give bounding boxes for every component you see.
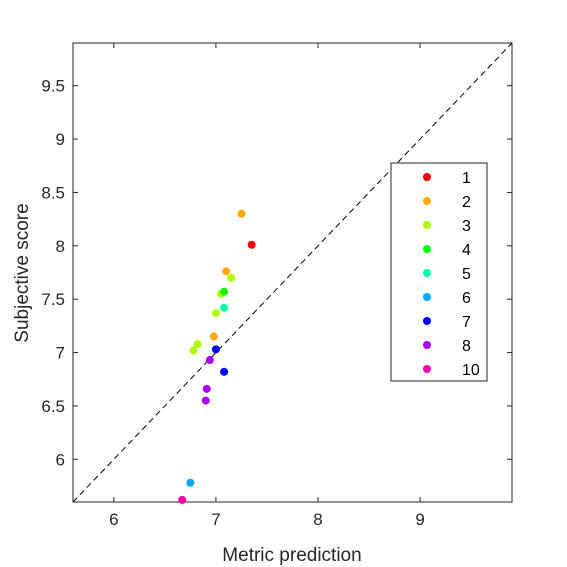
legend-marker-2 [423,197,431,205]
data-point-series-2 [209,332,218,341]
legend-label-5: 5 [462,266,471,283]
data-point-series-8 [201,396,210,405]
x-tick-label: 6 [109,510,118,529]
x-tick-label: 9 [415,510,424,529]
data-point-series-3 [211,309,220,318]
legend-label-3: 3 [462,218,471,235]
data-point-series-10 [178,495,187,504]
data-point-series-7 [211,345,220,354]
legend-marker-4 [423,245,431,253]
y-tick-label: 6 [56,450,65,469]
legend-marker-1 [423,173,431,181]
x-tick-label: 8 [313,510,322,529]
legend-box [390,162,488,382]
data-point-series-3 [193,340,202,349]
y-tick-label: 7 [56,344,65,363]
legend-marker-5 [423,269,431,277]
y-tick-label: 8.5 [41,183,65,202]
data-point-series-8 [202,384,211,393]
legend-label-10: 10 [462,362,480,379]
x-axis-title: Metric prediction [222,545,361,566]
data-point-series-1 [247,240,256,249]
y-tick-label: 8 [56,237,65,256]
legend-marker-3 [423,221,431,229]
legend-marker-6 [423,293,431,301]
legend-label-8: 8 [462,338,471,355]
y-tick-label: 7.5 [41,290,65,309]
reference-line [72,42,513,503]
data-point-series-4 [220,287,229,296]
data-point-series-2 [237,209,246,218]
y-axis-title: Subjective score [12,203,33,342]
legend-marker-8 [423,341,431,349]
legend-label-7: 7 [462,314,471,331]
data-point-series-2 [222,267,231,276]
legend-label-1: 1 [462,170,471,187]
x-tick-label: 7 [211,510,220,529]
legend-marker-10 [423,365,431,373]
legend-label-2: 2 [462,194,471,211]
data-point-series-5 [220,303,229,312]
y-tick-label: 6.5 [41,397,65,416]
data-point-series-3 [227,273,236,282]
data-point-series-3 [189,346,198,355]
data-point-series-6 [186,478,195,487]
y-tick-label: 9.5 [41,77,65,96]
legend-label-4: 4 [462,242,471,259]
legend-label-6: 6 [462,290,471,307]
data-point-series-7 [220,367,229,376]
data-point-series-8 [205,356,214,365]
legend-marker-7 [423,317,431,325]
y-tick-label: 9 [56,130,65,149]
